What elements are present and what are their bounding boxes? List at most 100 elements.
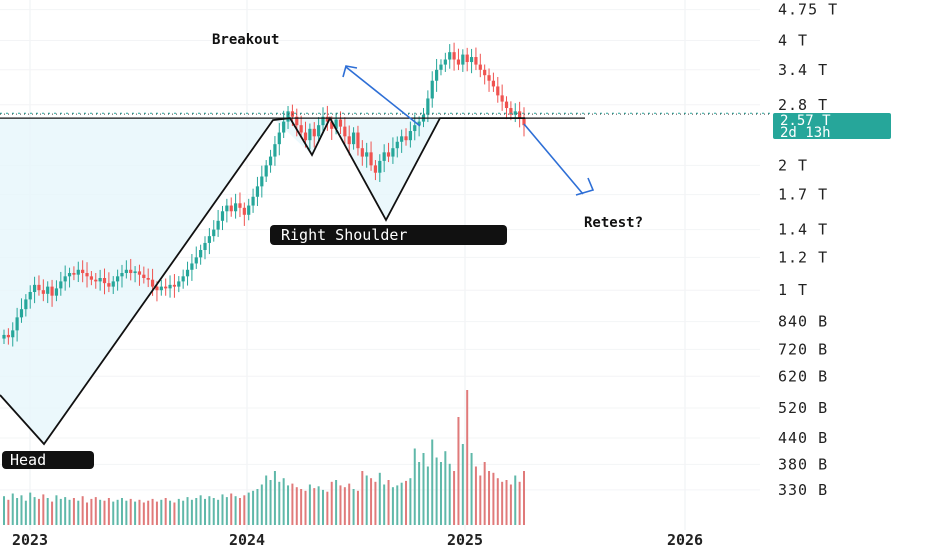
volume-bar xyxy=(134,501,137,525)
volume-bar xyxy=(77,500,80,525)
volume-bar xyxy=(3,496,5,525)
volume-bar xyxy=(199,495,202,525)
candle-body xyxy=(430,80,434,99)
candle-body xyxy=(382,152,386,161)
volume-bar xyxy=(169,500,172,525)
candle-body xyxy=(395,141,399,149)
volume-bar xyxy=(330,481,333,525)
candle-body xyxy=(435,69,439,81)
y-tick-label: 720 B xyxy=(778,340,828,358)
volume-bar xyxy=(103,500,106,525)
volume-bar xyxy=(509,484,512,525)
volume-bar xyxy=(370,478,373,525)
volume-bar xyxy=(138,499,141,525)
candle-body xyxy=(483,69,487,76)
y-tick-label: 3.4 T xyxy=(778,61,828,79)
volume-bar xyxy=(90,498,93,525)
volume-bar xyxy=(317,486,320,525)
candle-body xyxy=(220,211,225,221)
y-tick-label: 620 B xyxy=(778,367,828,385)
candle-body xyxy=(312,128,316,137)
candle-body xyxy=(164,286,168,289)
candle-body xyxy=(452,52,456,60)
volume-bar xyxy=(256,489,259,525)
candle-body xyxy=(59,281,63,289)
volume-bar xyxy=(68,499,71,525)
candle-body xyxy=(102,278,107,284)
volume-bar xyxy=(488,471,491,525)
candle-body xyxy=(137,271,142,275)
candle-body xyxy=(242,207,246,215)
volume-bar xyxy=(11,493,14,525)
candle-body xyxy=(46,286,50,294)
candle-body xyxy=(308,128,312,141)
volume-bar xyxy=(448,463,451,525)
candle-body xyxy=(24,299,28,310)
candle-body xyxy=(32,284,37,292)
candle-body xyxy=(277,132,281,145)
candle-body xyxy=(461,54,465,65)
candle-body xyxy=(317,125,321,137)
candle-body xyxy=(203,242,207,251)
volume-bar xyxy=(461,444,464,525)
volume-bar xyxy=(195,498,198,525)
candle-body xyxy=(365,152,369,157)
candle-body xyxy=(190,263,194,270)
volume-bar xyxy=(16,498,19,525)
volume-bar xyxy=(260,484,263,525)
candle-body xyxy=(474,57,478,65)
volume-bar xyxy=(234,496,237,525)
volume-bar xyxy=(29,492,32,525)
candle-body xyxy=(299,125,303,133)
volume-bar xyxy=(99,499,102,525)
volume-bar xyxy=(474,466,477,525)
candle-body xyxy=(504,101,509,109)
current-price-badge: 2.57 T 2d 13h xyxy=(773,113,891,141)
head-shoulders-pattern xyxy=(0,116,525,446)
volume-bar xyxy=(391,487,394,525)
candle-body xyxy=(443,59,447,65)
candle-body xyxy=(491,80,496,87)
candle-body xyxy=(89,276,93,280)
candle-body xyxy=(325,116,329,122)
candle-body xyxy=(111,281,115,287)
volume-bar xyxy=(348,483,351,525)
head-tag: Head xyxy=(2,451,94,469)
volume-bar xyxy=(116,499,119,525)
candle-body xyxy=(268,156,273,166)
volume-bar xyxy=(125,500,128,525)
y-tick-label: 380 B xyxy=(778,455,828,473)
candle-body xyxy=(513,111,517,115)
volume-bar xyxy=(151,498,154,525)
volume-bar xyxy=(33,497,36,525)
candle-body xyxy=(207,236,211,243)
volume-bar xyxy=(155,501,158,525)
candle-body xyxy=(2,334,6,339)
candle-body xyxy=(168,284,172,289)
y-tick-label: 520 B xyxy=(778,399,828,417)
volume-bar xyxy=(24,500,27,525)
candle-body xyxy=(37,284,41,291)
candle-body xyxy=(378,160,382,173)
volume-bar xyxy=(59,498,62,525)
volume-bar xyxy=(81,496,84,525)
volume-bar xyxy=(7,499,10,525)
candle-body xyxy=(286,111,290,122)
candle-body xyxy=(417,121,421,126)
volume-bar xyxy=(439,462,442,525)
candle-body xyxy=(496,86,500,96)
candle-body xyxy=(67,273,72,277)
candle-body xyxy=(404,136,408,141)
candle-body xyxy=(282,121,286,133)
candle-body xyxy=(373,165,378,173)
volume-bar xyxy=(396,485,399,525)
y-tick-label: 440 B xyxy=(778,429,828,447)
volume-bar xyxy=(282,478,285,525)
arrow-head xyxy=(342,65,358,78)
y-tick-label: 1.4 T xyxy=(778,221,828,239)
volume-bar xyxy=(129,498,132,525)
volume-bar xyxy=(190,499,193,525)
candle-body xyxy=(338,119,343,127)
candle-body xyxy=(116,276,120,282)
